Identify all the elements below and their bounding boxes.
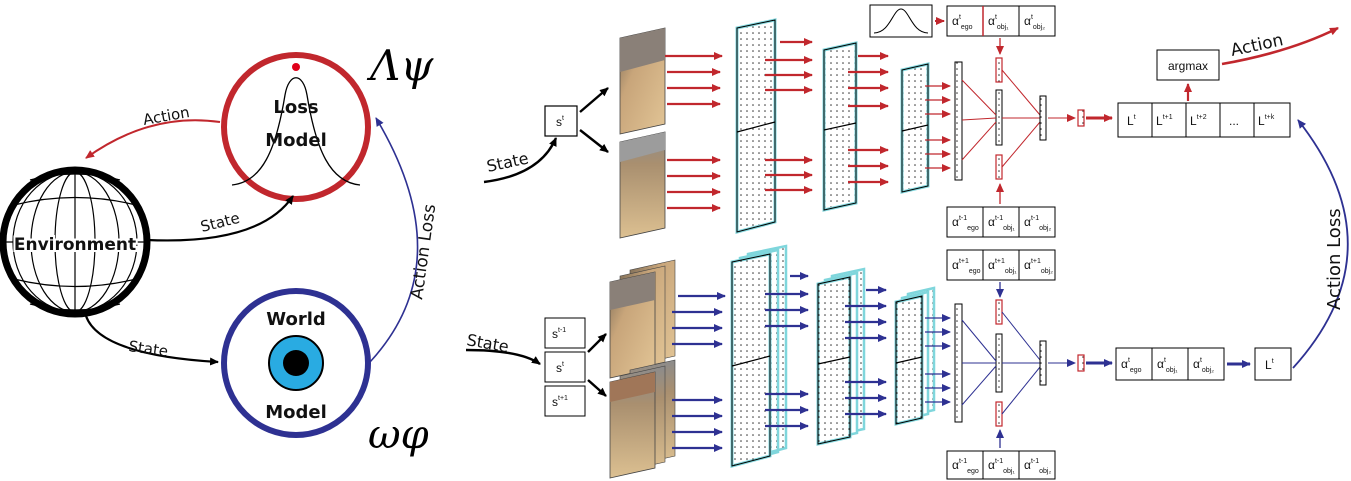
svg-text:αt+1obj₁: αt+1obj₁ (988, 258, 1017, 275)
svg-text:αt+1obj₂: αt+1obj₂ (1024, 258, 1053, 275)
world-model-line1: World (266, 309, 326, 330)
svg-text:Lt+k: Lt+k (1258, 114, 1275, 128)
bottom-conv-2 (816, 267, 866, 446)
world-model-symbol: ωφ (368, 412, 429, 458)
svg-text:αtobj₁: αtobj₁ (1157, 357, 1178, 374)
bottom-state-arrow (465, 348, 541, 365)
svg-text:αt-1obj₁: αt-1obj₁ (988, 458, 1015, 475)
top-attention-previous: αt-1ego αt-1obj₁ αt-1obj₂ (946, 206, 1056, 238)
bottom-pipeline: State st-1 st st+1 (465, 244, 1292, 480)
svg-text:st: st (556, 361, 564, 375)
top-action-arrow (1221, 26, 1339, 66)
svg-text:...: ... (1229, 114, 1239, 128)
top-conv-3 (900, 62, 930, 194)
svg-text:Lt+1: Lt+1 (1156, 114, 1173, 128)
svg-text:Lt: Lt (1127, 114, 1136, 128)
bottom-attention-next: αt+1ego αt+1obj₁ αt+1obj₂ (946, 249, 1056, 281)
svg-text:αt-1obj₂: αt-1obj₂ (1024, 458, 1051, 475)
action-arrow (85, 119, 221, 159)
top-frame-2 (619, 131, 666, 239)
action-arrow-label: Action (142, 103, 191, 129)
state-to-world-label: State (127, 337, 169, 360)
svg-text:αt-1ego: αt-1ego (952, 215, 979, 232)
bottom-conv-1 (730, 244, 788, 468)
top-state-box-text: st (556, 115, 564, 129)
svg-text:st-1: st-1 (552, 327, 566, 341)
loss-model-node: Loss Model (221, 52, 371, 202)
svg-text:αt+1ego: αt+1ego (952, 258, 981, 275)
loss-model-symbol: Λψ (366, 41, 434, 90)
bottom-state-stack: st-1 st st+1 (544, 317, 586, 417)
top-frame-1 (619, 27, 666, 135)
svg-text:αtobj₂: αtobj₂ (1193, 357, 1214, 374)
state-to-loss-arrow (146, 195, 294, 242)
svg-text:αtego: αtego (952, 14, 973, 31)
top-pipeline: State st (483, 4, 1339, 239)
svg-text:αtobj₂: αtobj₂ (1024, 14, 1045, 31)
argmax-label: argmax (1168, 59, 1208, 73)
bottom-loss-box (1254, 347, 1292, 381)
right-action-loss-arrow (1292, 119, 1349, 369)
bottom-frames-2 (609, 359, 676, 479)
loss-model-line2: Model (265, 130, 327, 151)
argmax-box (1156, 49, 1220, 81)
svg-text:αt-1ego: αt-1ego (952, 458, 979, 475)
bottom-loss-text: Lt (1265, 358, 1274, 372)
bottom-state-label: State (465, 330, 510, 356)
svg-text:αt-1obj₂: αt-1obj₂ (1024, 215, 1051, 232)
environment-globe: Environment (0, 166, 151, 318)
svg-text:st+1: st+1 (552, 395, 568, 409)
loss-model-line1: Loss (273, 97, 318, 118)
bottom-attention-previous: αt-1ego αt-1obj₁ αt-1obj₂ (946, 450, 1056, 480)
bottom-frames-1 (609, 259, 676, 379)
svg-text:αtobj₁: αtobj₁ (988, 14, 1009, 31)
state-to-world-arrow (84, 315, 219, 366)
top-conv-2 (822, 41, 858, 212)
top-attention-current: αtego αtobj₁ αtobj₂ (946, 5, 1056, 37)
bottom-attention-output: αtego αtobj₁ αtobj₂ (1115, 347, 1225, 381)
right-action-loss-label: Action Loss (1324, 208, 1345, 310)
world-model-node: World Model (221, 288, 371, 438)
top-conv-1 (735, 18, 777, 234)
bottom-feature-column (954, 303, 963, 423)
svg-text:αt-1obj₁: αt-1obj₁ (988, 215, 1015, 232)
svg-text:Lt+2: Lt+2 (1190, 114, 1207, 128)
world-model-line2: Model (265, 402, 327, 423)
top-state-box (544, 105, 578, 137)
bottom-conv-3 (894, 286, 936, 426)
loss-sequence: Lt Lt+1 Lt+2 ... Lt+k (1117, 102, 1291, 138)
action-loss-arrow (369, 117, 419, 363)
environment-label: Environment (14, 235, 136, 255)
action-loss-label: Action Loss (407, 203, 440, 301)
svg-text:αtego: αtego (1121, 357, 1142, 374)
top-feature-column (954, 61, 963, 181)
loss-peak-dot (292, 63, 300, 71)
top-state-arrow (483, 137, 558, 184)
